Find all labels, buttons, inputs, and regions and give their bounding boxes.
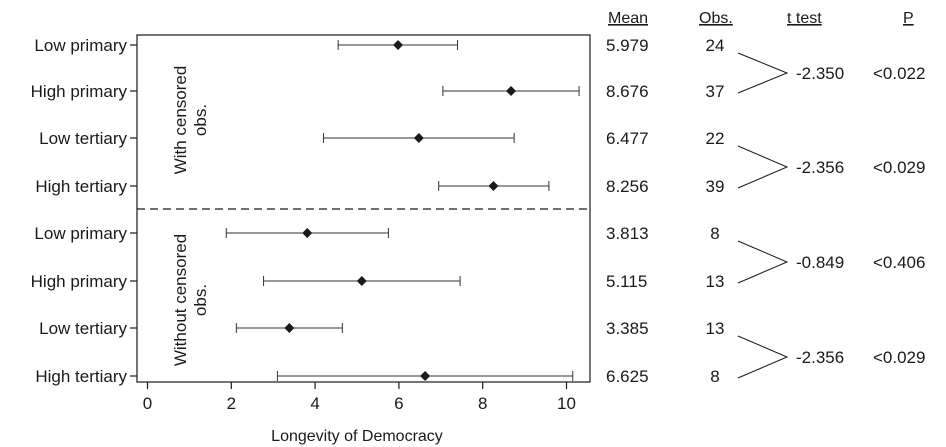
t-value-p0-t1: -2.356	[796, 158, 844, 177]
x-tick-label-6: 6	[394, 394, 403, 413]
obs-value-p0-r2: 22	[706, 129, 725, 148]
mean-marker-p0-r2	[413, 133, 424, 143]
panel-label-with-censored: With censoredobs.	[171, 66, 210, 175]
obs-value-p1-r3: 8	[710, 367, 719, 386]
mean-marker-p1-r1	[356, 276, 367, 286]
mean-value-p0-r2: 6.477	[606, 129, 649, 148]
row-label-p1-r3: High tertiary	[35, 367, 127, 386]
row-label-p1-r2: Low tertiary	[39, 319, 127, 338]
x-tick-label-4: 4	[310, 394, 319, 413]
t-value-p0-t0: -2.350	[796, 64, 844, 83]
t-value-p1-t0: -0.849	[796, 253, 844, 272]
x-tick-label-8: 8	[478, 394, 487, 413]
mean-value-p1-r3: 6.625	[606, 367, 649, 386]
p-value-p0-t1: <0.029	[873, 158, 925, 177]
bracket-p0-t1	[737, 145, 789, 189]
mean-marker-p1-r2	[284, 323, 295, 333]
x-tick-label-0: 0	[143, 394, 152, 413]
mean-marker-p0-r3	[488, 181, 499, 191]
x-tick-label-10: 10	[557, 394, 576, 413]
obs-value-p1-r0: 8	[710, 224, 719, 243]
bracket-p1-t1	[737, 335, 789, 379]
bracket-p0-t0	[737, 52, 789, 94]
row-label-p1-r0: Low primary	[34, 224, 127, 243]
mean-value-p1-r2: 3.385	[606, 319, 649, 338]
row-label-p1-r1: High primary	[31, 272, 128, 291]
mean-value-p1-r1: 5.115	[606, 272, 647, 291]
x-axis-title: Longevity of Democracy	[271, 428, 443, 445]
mean-value-p1-r0: 3.813	[606, 224, 649, 243]
mean-marker-p0-r1	[506, 86, 517, 96]
row-label-p0-r1: High primary	[31, 82, 128, 101]
t-value-p1-t1: -2.356	[796, 348, 844, 367]
mean-value-p0-r0: 5.979	[606, 36, 649, 55]
header-mean: Mean	[608, 10, 648, 27]
obs-value-p1-r2: 13	[706, 319, 725, 338]
mean-value-p0-r1: 8.676	[606, 82, 649, 101]
x-tick-label-2: 2	[227, 394, 236, 413]
bracket-p1-t0	[737, 240, 789, 284]
mean-value-p0-r3: 8.256	[606, 177, 649, 196]
row-label-p0-r3: High tertiary	[35, 177, 127, 196]
row-label-p0-r0: Low primary	[34, 36, 127, 55]
panel-label-without-censored: Without censoredobs.	[171, 234, 210, 366]
p-value-p0-t0: <0.022	[873, 64, 925, 83]
p-value-p1-t1: <0.029	[873, 348, 925, 367]
obs-value-p0-r3: 39	[706, 177, 725, 196]
mean-marker-p0-r0	[393, 40, 404, 50]
row-label-p0-r2: Low tertiary	[39, 129, 127, 148]
obs-value-p0-r1: 37	[706, 82, 725, 101]
mean-marker-p1-r0	[302, 228, 313, 238]
obs-value-p0-r0: 24	[706, 36, 725, 55]
p-value-p1-t0: <0.406	[873, 253, 925, 272]
header-obs: Obs.	[699, 10, 733, 27]
header-t-test: t test	[787, 10, 822, 27]
obs-value-p1-r1: 13	[706, 272, 725, 291]
mean-marker-p1-r3	[420, 371, 431, 381]
header-p: P	[903, 10, 914, 27]
